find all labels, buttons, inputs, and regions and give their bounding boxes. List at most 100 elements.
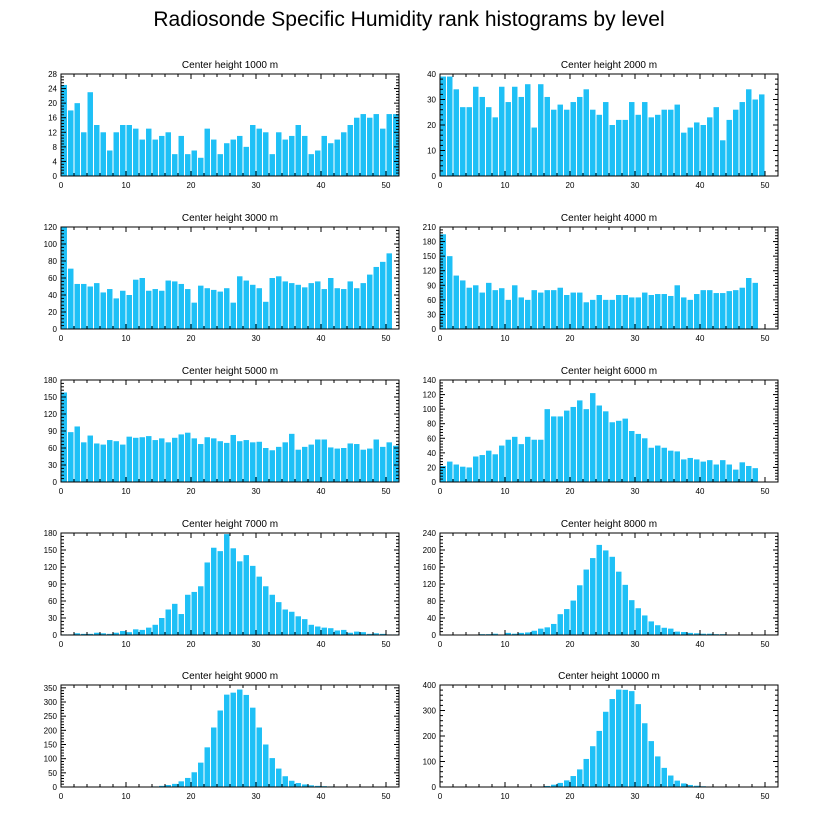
- bar: [629, 600, 635, 635]
- bar: [492, 117, 498, 176]
- bar: [635, 704, 641, 787]
- bar: [655, 445, 661, 482]
- y-tick-label: 30: [48, 614, 57, 623]
- bar: [302, 446, 308, 482]
- bar: [616, 119, 622, 176]
- bar: [577, 769, 583, 787]
- bar: [642, 292, 648, 329]
- y-tick-label: 240: [423, 529, 437, 538]
- bar: [159, 618, 165, 635]
- bar: [564, 109, 570, 176]
- bar: [499, 288, 505, 329]
- y-tick-label: 210: [423, 223, 437, 232]
- bar: [321, 439, 327, 482]
- y-tick-label: 80: [427, 597, 436, 606]
- bar: [544, 96, 550, 176]
- bar: [87, 633, 93, 635]
- bar: [61, 392, 67, 482]
- bar: [146, 436, 152, 482]
- bar: [321, 135, 327, 176]
- x-tick-label: 30: [631, 487, 640, 496]
- panel-4: Center height 4000 m 0 10 20 30 40 50 0 30 60 90 12…: [423, 213, 779, 343]
- x-tick-label: 30: [631, 181, 640, 190]
- bar: [583, 409, 589, 482]
- bar: [564, 609, 570, 635]
- bar: [557, 287, 563, 329]
- bar: [328, 447, 334, 482]
- bar: [609, 125, 615, 176]
- bar: [100, 292, 106, 329]
- bar: [492, 454, 498, 482]
- bar: [661, 627, 667, 635]
- y-tick-label: 90: [48, 580, 57, 589]
- bar: [178, 434, 184, 482]
- bar: [739, 287, 745, 329]
- y-tick-label: 300: [423, 707, 437, 716]
- bar: [302, 135, 308, 176]
- bar: [393, 114, 399, 176]
- x-tick-label: 30: [252, 334, 261, 343]
- bar: [386, 114, 392, 176]
- bar: [217, 710, 223, 787]
- x-tick-label: 40: [696, 487, 705, 496]
- y-tick-label: 120: [423, 267, 437, 276]
- x-tick-label: 10: [122, 487, 131, 496]
- panel-8: Center height 8000 m 0 10 20 30 40 50 0 40 80 120 1…: [423, 519, 779, 649]
- bar: [681, 297, 687, 329]
- bar: [289, 135, 295, 176]
- bar: [139, 437, 145, 482]
- bar: [113, 632, 119, 635]
- bar: [739, 462, 745, 482]
- bar: [622, 418, 628, 482]
- bar: [276, 768, 282, 787]
- bar: [642, 438, 648, 482]
- bar: [551, 623, 557, 635]
- bar: [347, 632, 353, 635]
- bar: [204, 128, 210, 176]
- bar: [152, 624, 158, 635]
- bar: [596, 295, 602, 329]
- bar: [302, 784, 308, 787]
- bar: [512, 633, 518, 635]
- bar: [367, 274, 373, 329]
- bar: [81, 633, 87, 635]
- bar: [700, 461, 706, 482]
- bar: [393, 445, 399, 482]
- bar: [282, 442, 288, 482]
- bar: [250, 284, 256, 329]
- x-tick-label: 0: [438, 334, 443, 343]
- bar: [159, 290, 165, 329]
- bar: [720, 293, 726, 329]
- bar: [733, 290, 739, 329]
- bar: [269, 758, 275, 787]
- bar: [700, 290, 706, 329]
- bar: [642, 723, 648, 787]
- x-tick-label: 20: [566, 640, 575, 649]
- y-tick-label: 160: [423, 563, 437, 572]
- bar: [191, 438, 197, 482]
- bar: [583, 758, 589, 787]
- bar: [289, 780, 295, 787]
- bar: [713, 107, 719, 176]
- y-tick-label: 20: [427, 463, 436, 472]
- bar: [367, 117, 373, 176]
- bar: [746, 89, 752, 176]
- panel-1: Center height 1000 m 0 10 20 30 40 50 0 4 8 12 16 20…: [48, 60, 400, 190]
- bar: [505, 299, 511, 329]
- x-tick-label: 10: [122, 640, 131, 649]
- bar: [243, 146, 249, 176]
- bar: [198, 157, 204, 176]
- bar: [178, 781, 184, 787]
- bar: [590, 393, 596, 482]
- bar: [525, 84, 531, 176]
- y-tick-label: 180: [44, 376, 58, 385]
- y-tick-label: 30: [427, 310, 436, 319]
- bar: [629, 431, 635, 482]
- bar: [746, 278, 752, 329]
- bar: [224, 534, 230, 635]
- bar: [440, 76, 446, 176]
- x-tick-label: 20: [566, 181, 575, 190]
- y-tick-label: 10: [427, 147, 436, 156]
- panel-7: Center height 7000 m 0 10 20 30 40 50 0 30 60 90 12…: [44, 519, 400, 649]
- bar: [269, 594, 275, 635]
